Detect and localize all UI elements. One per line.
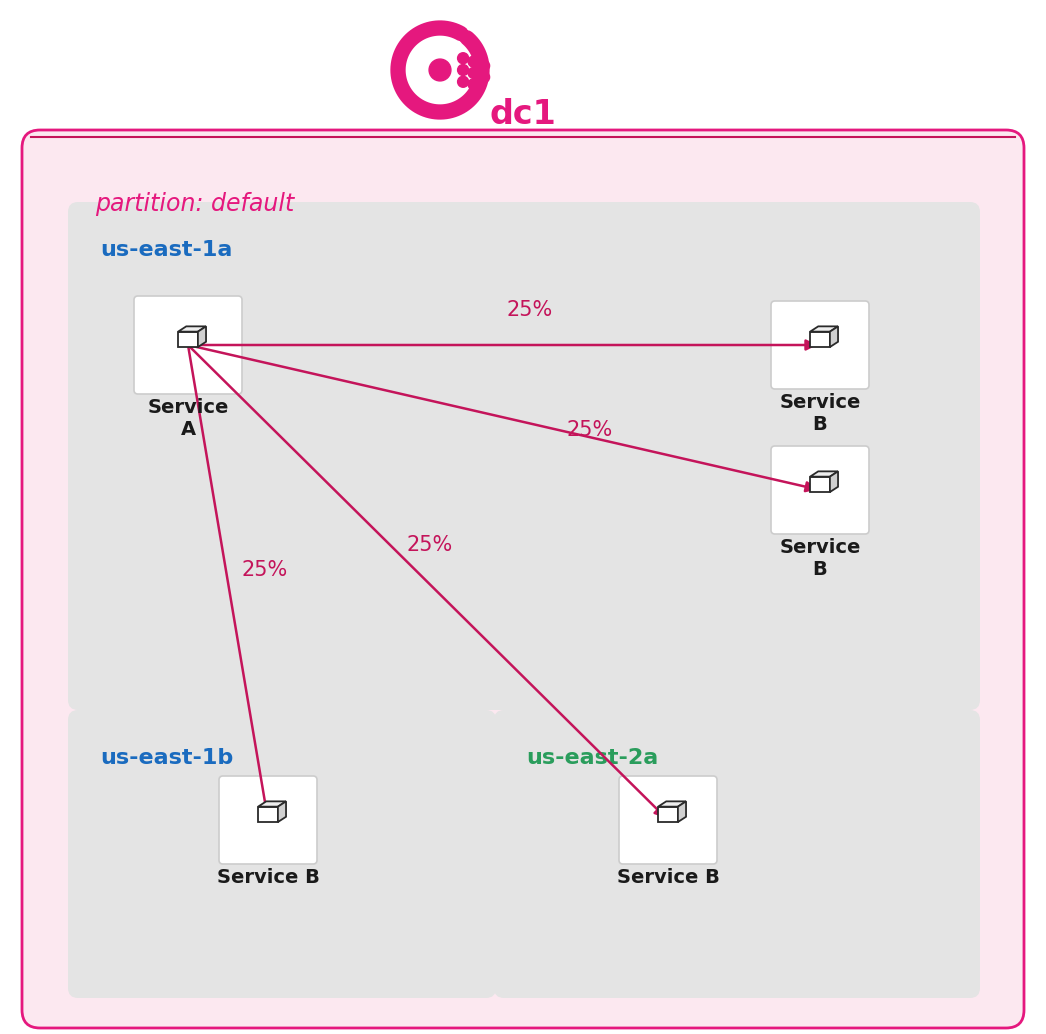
FancyBboxPatch shape xyxy=(22,130,1024,1028)
Polygon shape xyxy=(810,327,838,332)
Polygon shape xyxy=(278,801,286,822)
Text: Service
A: Service A xyxy=(147,398,229,439)
Text: partition: default: partition: default xyxy=(95,192,294,216)
FancyBboxPatch shape xyxy=(68,202,980,710)
Polygon shape xyxy=(829,472,838,492)
FancyBboxPatch shape xyxy=(619,776,717,864)
Text: Service
B: Service B xyxy=(779,538,861,579)
FancyBboxPatch shape xyxy=(219,776,317,864)
Polygon shape xyxy=(829,327,838,347)
Polygon shape xyxy=(810,332,829,347)
Text: dc1: dc1 xyxy=(490,98,556,131)
Circle shape xyxy=(469,79,479,90)
Circle shape xyxy=(457,64,469,75)
Text: us-east-1a: us-east-1a xyxy=(100,240,232,260)
Circle shape xyxy=(479,60,490,71)
Polygon shape xyxy=(678,801,686,822)
Polygon shape xyxy=(658,807,678,822)
Circle shape xyxy=(457,53,469,64)
Text: 25%: 25% xyxy=(242,560,288,580)
Polygon shape xyxy=(178,332,198,347)
Polygon shape xyxy=(810,477,829,492)
Circle shape xyxy=(479,71,490,83)
FancyBboxPatch shape xyxy=(771,446,869,534)
Text: Service B: Service B xyxy=(616,868,720,887)
FancyBboxPatch shape xyxy=(134,296,242,394)
Polygon shape xyxy=(198,327,206,347)
Polygon shape xyxy=(658,801,686,807)
Circle shape xyxy=(429,59,451,81)
Text: us-east-2a: us-east-2a xyxy=(526,748,658,768)
Text: 25%: 25% xyxy=(407,535,453,555)
Text: us-east-1b: us-east-1b xyxy=(100,748,233,768)
Circle shape xyxy=(469,56,479,67)
Polygon shape xyxy=(810,472,838,477)
Polygon shape xyxy=(178,327,206,332)
Circle shape xyxy=(457,77,469,87)
Circle shape xyxy=(469,67,479,79)
Polygon shape xyxy=(258,807,278,822)
FancyBboxPatch shape xyxy=(771,301,869,389)
Text: 25%: 25% xyxy=(507,300,553,320)
Text: 25%: 25% xyxy=(567,420,613,440)
Text: Service B: Service B xyxy=(217,868,319,887)
FancyBboxPatch shape xyxy=(68,710,496,998)
Text: Service
B: Service B xyxy=(779,393,861,434)
Polygon shape xyxy=(258,801,286,807)
FancyBboxPatch shape xyxy=(494,710,980,998)
